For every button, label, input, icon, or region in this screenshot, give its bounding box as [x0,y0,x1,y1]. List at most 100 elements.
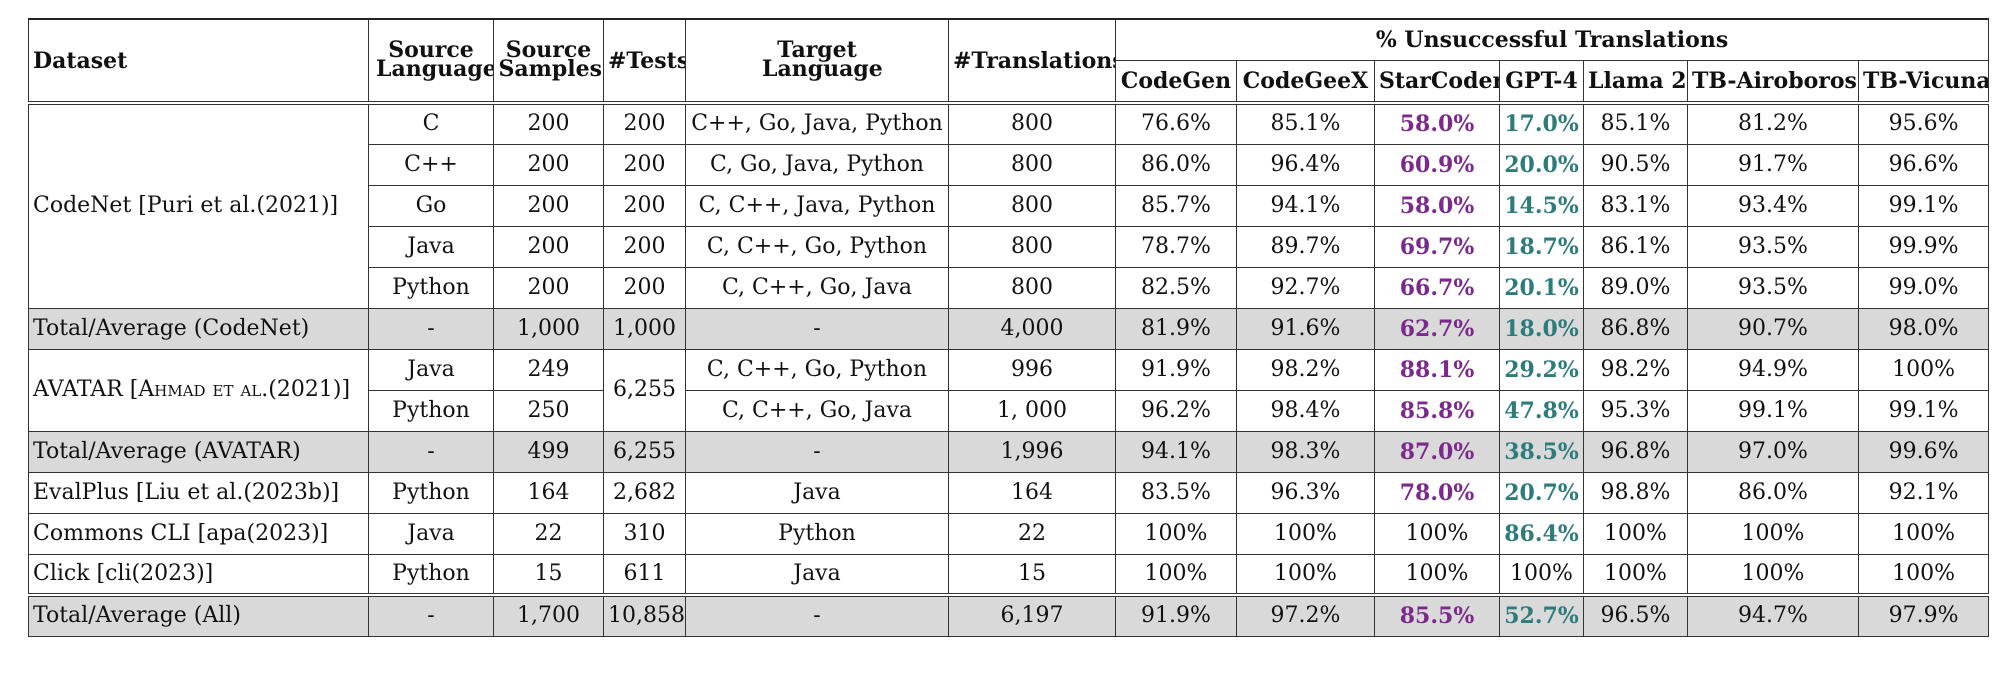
cell-starcoder: 66.7% [1374,266,1500,309]
header-model-codegeex: CodeGeeX [1236,60,1375,104]
cell-tb-airoboros: 93.4% [1687,184,1859,227]
cell-llama2: 98.8% [1583,471,1688,514]
cell-tb-vicuna: 97.9% [1857,593,1990,637]
cell-codegeex: 97.2% [1236,593,1375,637]
cell-gpt4: 38.5% [1499,430,1584,473]
cell-target-language: Python [685,512,949,555]
cell-gpt4: 86.4% [1499,512,1584,555]
cell-tb-airoboros: 100% [1687,553,1859,596]
cell-codegen: 86.0% [1115,143,1237,186]
cell-starcoder: 58.0% [1374,184,1500,227]
cell-source-samples: 1,000 [493,307,604,350]
cell-tb-airoboros: 91.7% [1687,143,1859,186]
cell-llama2: 83.1% [1583,184,1688,227]
cell-tb-vicuna: 100% [1857,553,1990,596]
header-row-models: CodeGen CodeGeeX StarCoder GPT-4 Llama 2… [28,60,1990,104]
cell-target-language: Java [685,471,949,514]
cell-tb-vicuna: 92.1% [1857,471,1990,514]
header-model-tb-airoboros: TB-Airoboros [1687,60,1859,104]
cell-tb-vicuna: 99.0% [1857,266,1990,309]
cell-source-language: - [368,430,494,473]
table-row: Python 250 C, C++, Go, Java 1, 000 96.2%… [29,389,1990,432]
cell-target-language: - [685,307,949,350]
table-row: Commons CLI [apa(2023)] Java 22 310 Pyth… [28,512,1990,555]
table-row: AVATAR [Ahmad et al.(2021)] Java 249 6,2… [28,348,1990,432]
cell-source-samples: 200 [493,101,604,145]
cell-tests: 200 [603,101,686,145]
cell-starcoder: 78.0% [1374,471,1500,514]
table-row: Python 200 200 C, C++, Go, Java 800 82.5… [29,266,1990,309]
cell-target-language: C, C++, Go, Python [685,348,949,391]
cell-translations: 996 [948,348,1116,391]
cell-tb-airoboros: 94.7% [1687,593,1859,637]
total-row-codenet: Total/Average (CodeNet) - 1,000 1,000 - … [28,307,1990,350]
dataset-codenet: CodeNet [Puri et al.(2021)] [28,101,369,309]
cell-tb-airoboros: 99.1% [1687,389,1859,432]
header-model-gpt4: GPT-4 [1499,60,1584,104]
header-source-language: Source Language [368,18,494,104]
cell-source-language: Java [368,348,494,391]
cell-llama2: 95.3% [1583,389,1688,432]
cell-llama2: 100% [1583,553,1688,596]
cell-starcoder: 87.0% [1374,430,1500,473]
cell-tb-vicuna: 98.0% [1857,307,1990,350]
cell-codegeex: 100% [1236,553,1375,596]
cell-tests: 6,255 [603,348,686,432]
cell-translations: 800 [948,101,1116,145]
header-source-samples: Source Samples [493,18,604,104]
header-target-language: Target Language [685,18,949,104]
cell-tests: 1,000 [603,307,686,350]
cell-tb-airoboros: 86.0% [1687,471,1859,514]
dataset-click: Click [cli(2023)] [28,553,369,596]
cell-starcoder: 85.5% [1374,593,1500,637]
cell-gpt4: 18.7% [1499,225,1584,268]
cell-tb-vicuna: 99.1% [1857,389,1990,432]
cell-source-samples: 200 [493,184,604,227]
cell-codegen: 100% [1115,553,1237,596]
cell-tb-airoboros: 93.5% [1687,225,1859,268]
cell-tb-vicuna: 99.1% [1857,184,1990,227]
cell-source-language: C++ [368,143,494,186]
cell-codegen: 91.9% [1115,593,1237,637]
cell-source-language: Python [368,553,494,596]
cell-tests: 611 [603,553,686,596]
header-unsuccessful-translations: % Unsuccessful Translations [1114,18,1990,61]
cell-tests: 6,255 [603,430,686,473]
cell-codegeex: 92.7% [1236,266,1375,309]
cell-gpt4: 20.7% [1499,471,1584,514]
cell-codegen: 83.5% [1115,471,1237,514]
cell-tb-airoboros: 100% [1687,512,1859,555]
cell-llama2: 96.5% [1583,593,1688,637]
cell-source-language: Python [368,266,494,309]
cell-tests: 2,682 [603,471,686,514]
cell-codegen: 78.7% [1115,225,1237,268]
cell-source-language: Python [368,389,494,432]
cell-target-language: C, C++, Go, Java [685,389,949,432]
header-translations: #Translations [948,18,1116,104]
results-table-container: Dataset Source Language Source Samples #… [28,18,1990,637]
cell-target-language: C, C++, Java, Python [685,184,949,227]
cell-codegeex: 100% [1236,512,1375,555]
cell-tb-vicuna: 100% [1857,512,1990,555]
table-row: Go 200 200 C, C++, Java, Python 800 85.7… [29,184,1990,227]
cell-tb-vicuna: 96.6% [1857,143,1990,186]
cell-llama2: 85.1% [1583,101,1688,145]
cell-translations: 800 [948,184,1116,227]
total-label: Total/Average (CodeNet) [28,307,369,350]
cell-source-language: Java [368,512,494,555]
header-row-top: Dataset Source Language Source Samples #… [28,18,1990,104]
cell-codegen: 91.9% [1115,348,1237,391]
cell-codegeex: 98.2% [1236,348,1375,391]
cell-target-language: C++, Go, Java, Python [685,101,949,145]
table-row: EvalPlus [Liu et al.(2023b)] Python 164 … [28,471,1990,514]
dataset-commons-cli: Commons CLI [apa(2023)] [28,512,369,555]
cell-tests: 310 [603,512,686,555]
total-row-all: Total/Average (All) - 1,700 10,858 - 6,1… [28,593,1990,637]
cell-llama2: 100% [1583,512,1688,555]
cell-source-samples: 200 [493,225,604,268]
cell-translations: 1, 000 [948,389,1116,432]
header-model-tb-vicuna: TB-Vicuna [1857,60,1990,104]
cell-starcoder: 100% [1374,553,1500,596]
cell-codegeex: 85.1% [1236,101,1375,145]
cell-codegeex: 96.4% [1236,143,1375,186]
